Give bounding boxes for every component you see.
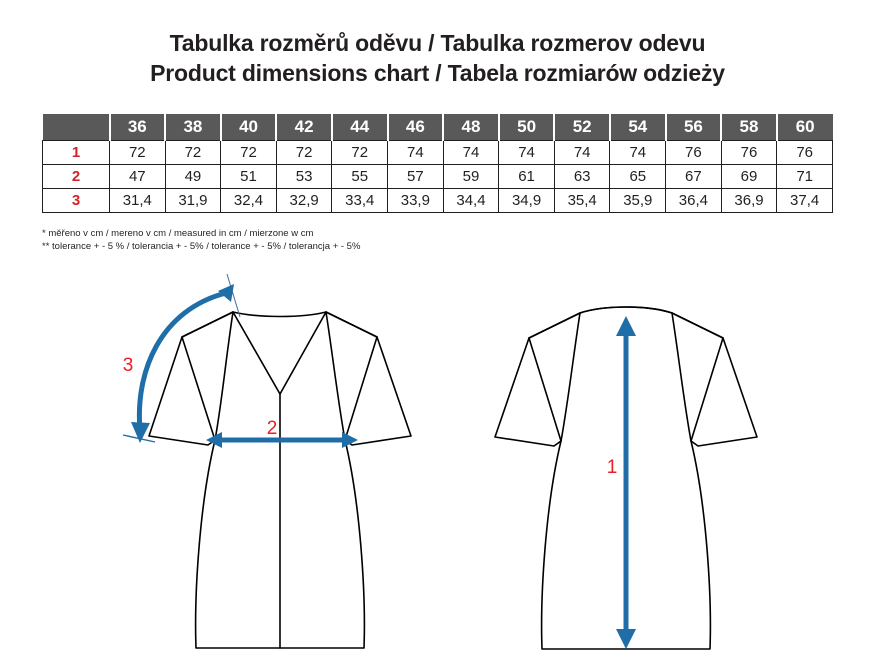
table-cell: 65 (609, 164, 667, 189)
chest-width-label: 2 (267, 418, 278, 439)
back-left-shoulder-seam (528, 312, 581, 339)
chest-width-arrowhead-left (206, 432, 222, 448)
front-left-shoulder-seam (181, 311, 234, 338)
sleeve-length-arrowhead-top (218, 284, 234, 302)
table-cell: 36,4 (665, 188, 722, 213)
sleeve-hem-tick (122, 434, 156, 443)
total-length-arrowhead-top (616, 316, 636, 336)
footnote-tolerance: ** tolerance + - 5 % / tolerancia + - 5%… (42, 240, 361, 252)
table-header-size: 36 (109, 114, 167, 141)
back-left-armhole-seam (528, 337, 562, 442)
page-title-line-1: Tabulka rozměrů oděvu / Tabulka rozmerov… (169, 30, 706, 56)
table-cell: 31,9 (165, 188, 222, 213)
table-cell: 37,4 (776, 188, 833, 213)
table-cell: 33,4 (331, 188, 389, 213)
table-header-row: 36 38 40 42 44 46 48 50 52 54 56 58 60 (42, 114, 833, 141)
table-header-size: 56 (665, 114, 723, 141)
table-cell: 76 (665, 140, 722, 165)
table-cell: 47 (109, 164, 166, 189)
table-cell: 69 (721, 164, 778, 189)
front-right-armhole-seam (344, 336, 378, 441)
front-right-sleeve-curve (325, 311, 346, 441)
table-cell: 72 (109, 140, 166, 165)
table-header-size: 46 (387, 114, 445, 141)
table-cell: 34,9 (498, 188, 555, 213)
table-cell: 72 (276, 140, 333, 165)
table-cell: 31,4 (109, 188, 166, 213)
table-cell: 53 (276, 164, 333, 189)
table-header-size: 50 (498, 114, 556, 141)
front-right-shoulder-seam (325, 311, 378, 338)
front-left-armhole-seam (181, 336, 216, 441)
table-header-size: 58 (721, 114, 778, 141)
table-cell: 67 (665, 164, 722, 189)
front-left-sleeve-curve (214, 311, 234, 441)
table-header-size: 44 (331, 114, 389, 141)
chest-width-arrowhead-right (342, 432, 358, 448)
row-label: 1 (42, 140, 110, 165)
table-row: 2 47 49 51 53 55 57 59 61 63 65 67 69 71 (42, 164, 833, 189)
table-cell: 76 (721, 140, 778, 165)
table-row: 1 72 72 72 72 72 74 74 74 74 74 76 76 76 (42, 140, 833, 165)
table-cell: 74 (554, 140, 611, 165)
table-cell: 71 (776, 164, 833, 189)
back-right-armhole-seam (690, 337, 724, 442)
table-header-size: 60 (776, 114, 833, 141)
table-header-size: 52 (554, 114, 611, 141)
back-neckline (579, 306, 673, 314)
table-header-size: 48 (443, 114, 500, 141)
table-cell: 32,4 (220, 188, 277, 213)
table-header-corner (42, 114, 111, 141)
table-cell: 51 (220, 164, 277, 189)
back-garment-figure: 1 (494, 306, 758, 650)
table-cell: 74 (443, 140, 500, 165)
footnote-measured-in-cm: * měřeno v cm / mereno v cm / measured i… (42, 228, 314, 239)
table-cell: 76 (776, 140, 833, 165)
sleeve-length-label: 3 (123, 355, 134, 376)
total-length-arrowhead-bottom (616, 629, 636, 649)
row-label: 2 (42, 164, 110, 189)
footnotes: * měřeno v cm / mereno v cm / measured i… (42, 228, 360, 253)
table-cell: 74 (387, 140, 444, 165)
row-label: 3 (42, 188, 110, 213)
table-cell: 72 (220, 140, 277, 165)
table-cell: 57 (387, 164, 444, 189)
back-right-sleeve-curve (671, 312, 692, 442)
table-cell: 59 (443, 164, 500, 189)
table-cell: 74 (609, 140, 667, 165)
size-chart-table: 36 38 40 42 44 46 48 50 52 54 56 58 60 1… (42, 114, 833, 213)
table-header-size: 40 (220, 114, 278, 141)
back-right-shoulder-seam (671, 312, 724, 339)
table-cell: 36,9 (721, 188, 778, 213)
page-title-block: Tabulka rozměrů oděvu / Tabulka rozmerov… (0, 28, 875, 88)
table-header-size: 54 (609, 114, 667, 141)
table-cell: 35,9 (609, 188, 667, 213)
table-cell: 32,9 (276, 188, 333, 213)
table-cell: 74 (498, 140, 555, 165)
total-length-label: 1 (607, 457, 618, 478)
table-cell: 61 (498, 164, 555, 189)
table-cell: 33,9 (387, 188, 444, 213)
sleeve-length-arrow (136, 290, 227, 431)
table-header-size: 38 (165, 114, 222, 141)
garment-diagrams: 3 2 1 (0, 262, 875, 668)
table-cell: 55 (331, 164, 389, 189)
front-garment-figure: 3 2 (122, 273, 412, 649)
table-cell: 34,4 (443, 188, 500, 213)
sleeve-length-arrowhead-bottom (131, 422, 150, 443)
table-cell: 72 (331, 140, 389, 165)
table-cell: 72 (165, 140, 222, 165)
table-cell: 49 (165, 164, 222, 189)
page-title-line-2: Product dimensions chart / Tabela rozmia… (150, 60, 725, 86)
back-left-sleeve-curve (560, 312, 581, 442)
table-header-size: 42 (276, 114, 333, 141)
front-shoulder-guide-line (226, 273, 241, 318)
garment-diagram-svg: 3 2 1 (122, 273, 758, 650)
table-cell: 35,4 (554, 188, 611, 213)
table-row: 3 31,4 31,9 32,4 32,9 33,4 33,9 34,4 34,… (42, 188, 833, 213)
table-cell: 63 (554, 164, 611, 189)
